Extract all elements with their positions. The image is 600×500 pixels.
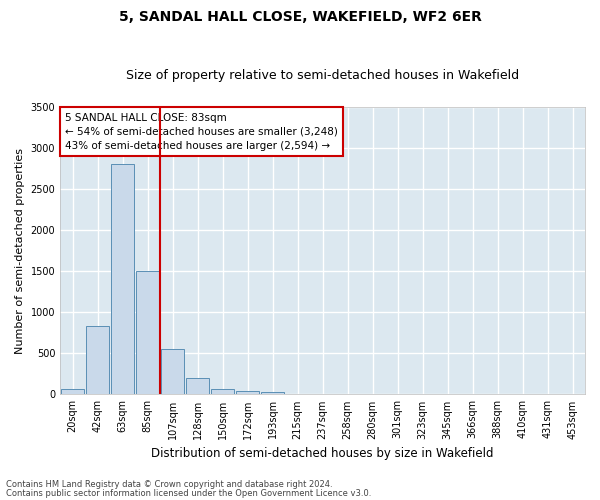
Bar [136,271,159,394]
Bar [161,349,184,395]
Text: Contains public sector information licensed under the Open Government Licence v3: Contains public sector information licen… [6,489,371,498]
Text: 5 SANDAL HALL CLOSE: 83sqm
← 54% of semi-detached houses are smaller (3,248)
43%: 5 SANDAL HALL CLOSE: 83sqm ← 54% of semi… [65,112,338,150]
Title: Size of property relative to semi-detached houses in Wakefield: Size of property relative to semi-detach… [126,69,519,82]
Text: 5, SANDAL HALL CLOSE, WAKEFIELD, WF2 6ER: 5, SANDAL HALL CLOSE, WAKEFIELD, WF2 6ER [119,10,481,24]
X-axis label: Distribution of semi-detached houses by size in Wakefield: Distribution of semi-detached houses by … [151,447,494,460]
Y-axis label: Number of semi-detached properties: Number of semi-detached properties [15,148,25,354]
Bar [211,389,234,394]
Bar [86,326,109,394]
Bar [262,392,284,394]
Bar [61,389,84,394]
Bar [236,390,259,394]
Text: Contains HM Land Registry data © Crown copyright and database right 2024.: Contains HM Land Registry data © Crown c… [6,480,332,489]
Bar [187,378,209,394]
Bar [112,164,134,394]
